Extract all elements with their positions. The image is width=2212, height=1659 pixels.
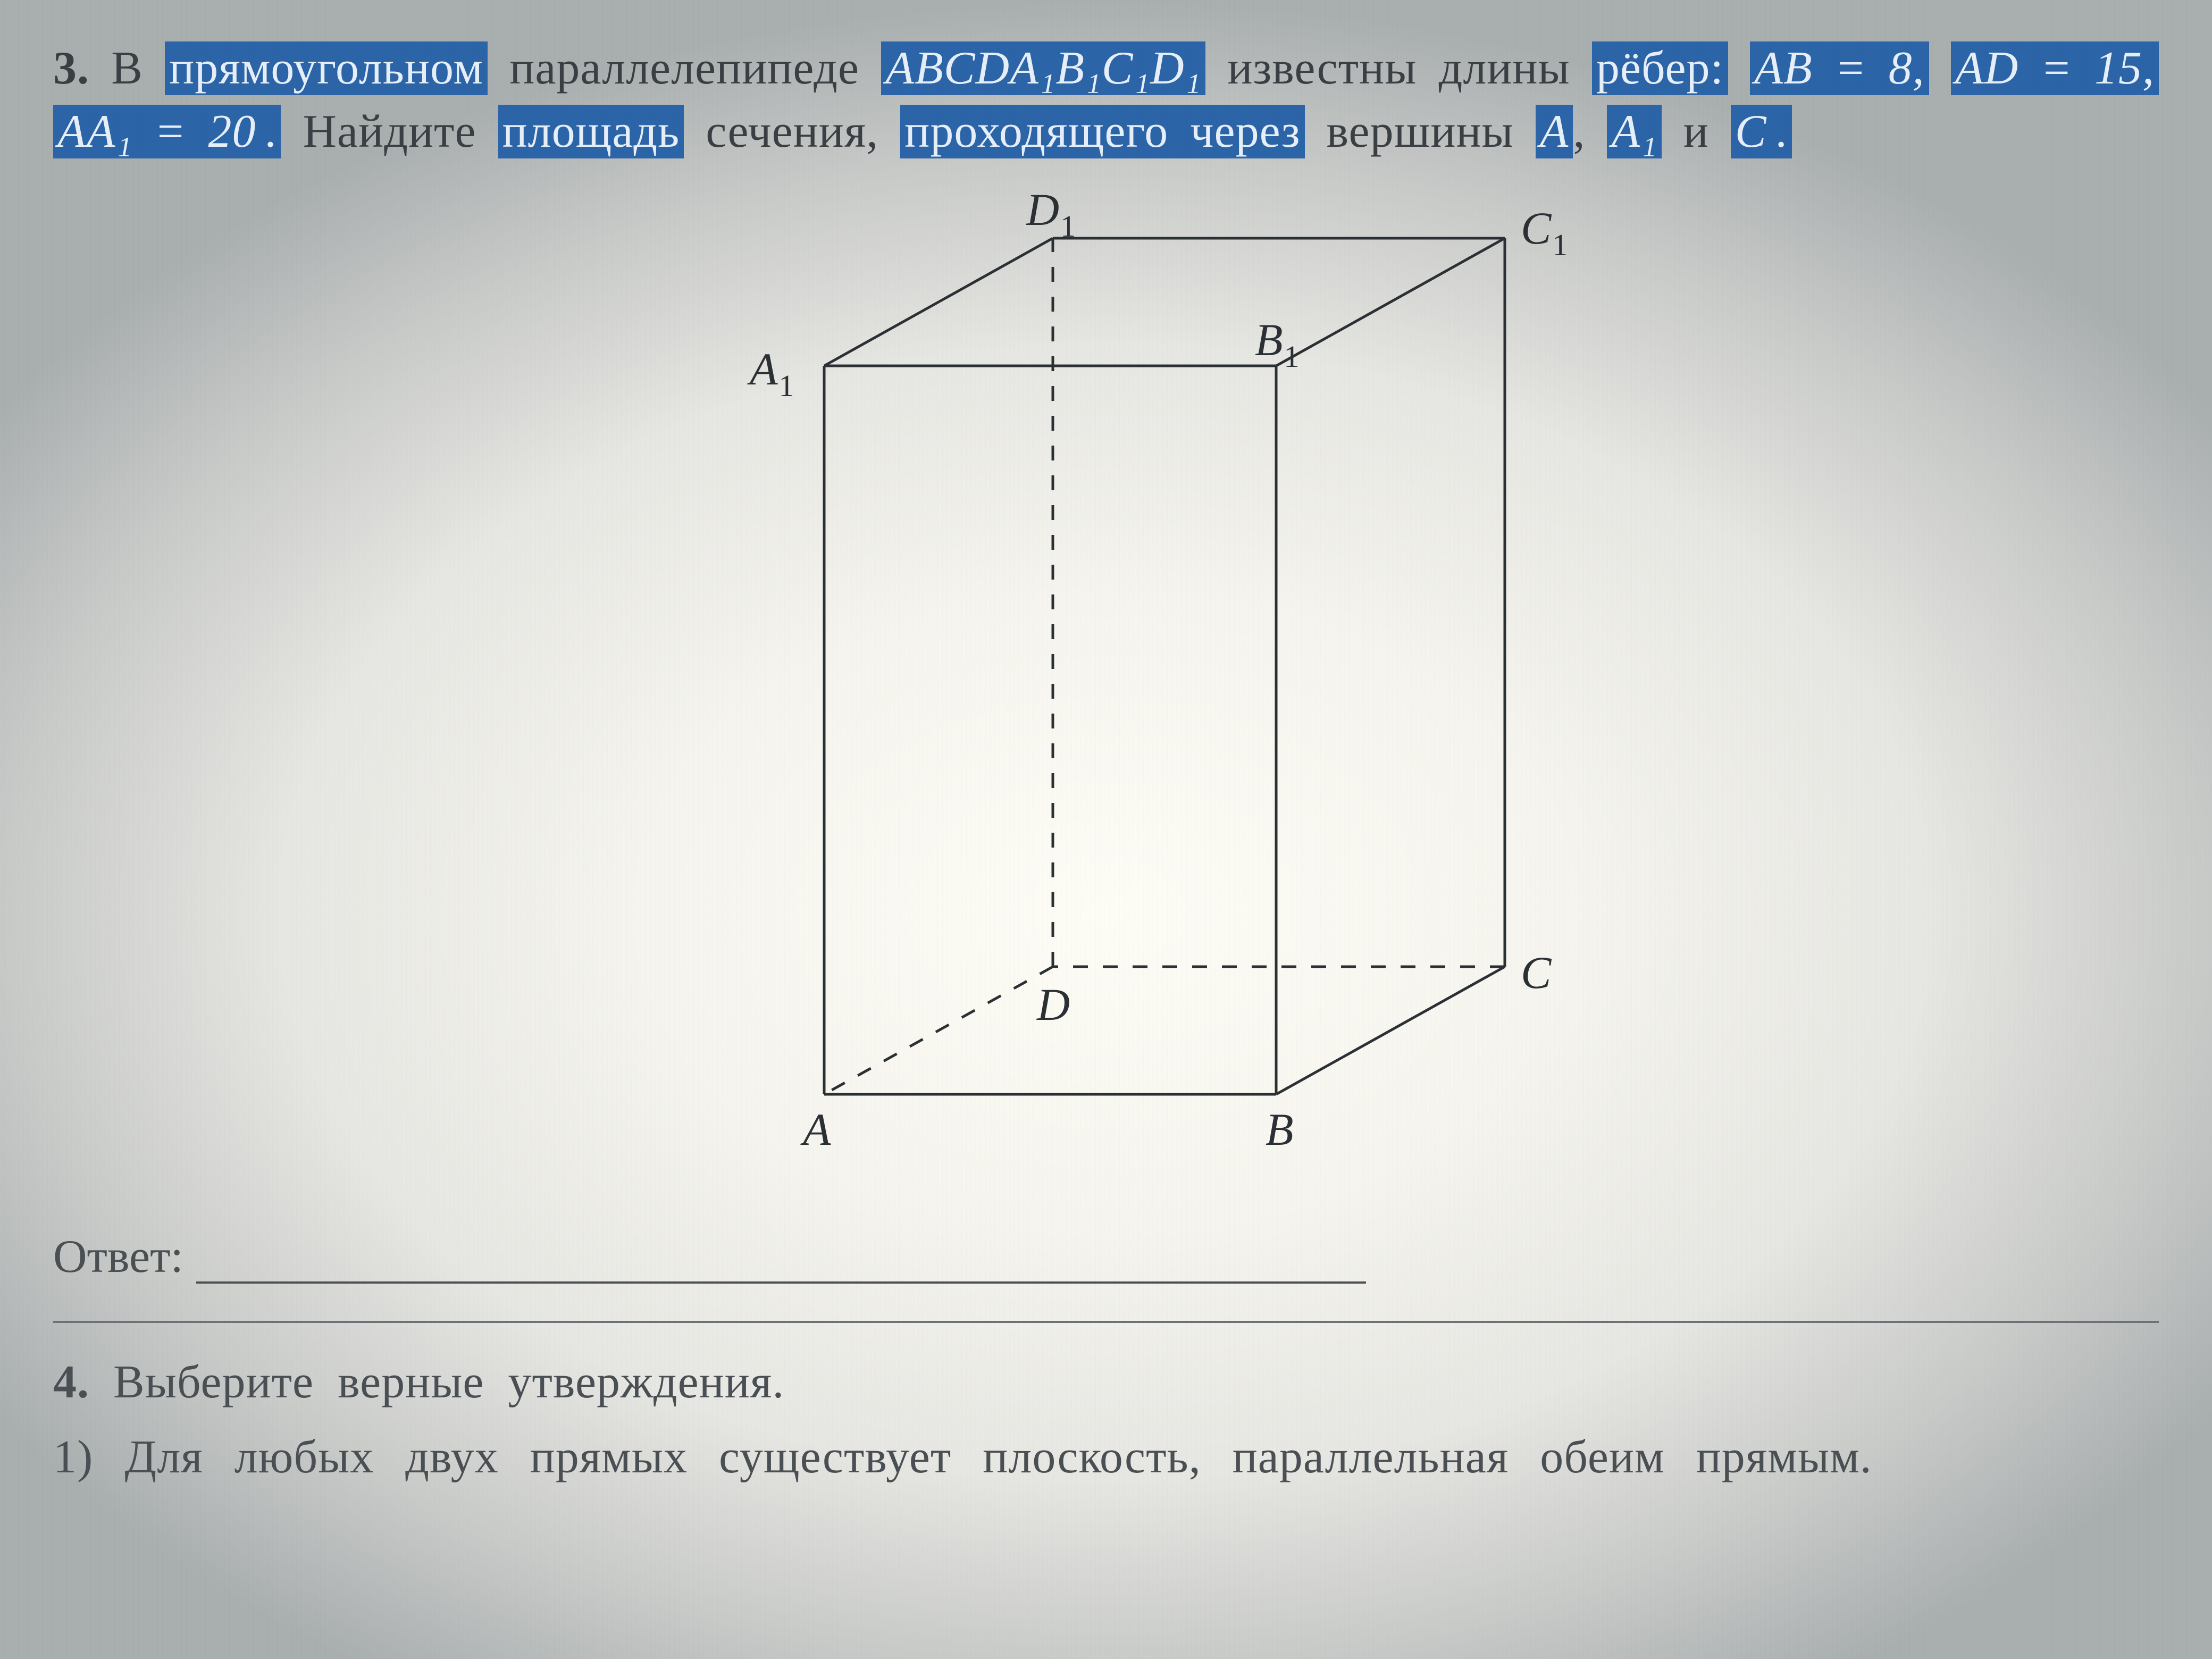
vertex-label-B1: B1: [1255, 314, 1300, 374]
highlighted-math: AB = 8,: [1750, 41, 1929, 95]
vertex-label-C1: C1: [1521, 203, 1568, 262]
edge-B-C: [1276, 967, 1505, 1094]
highlighted-text: рёбер:: [1592, 41, 1728, 95]
diagram-container: A B C D A1 B1 C1 D1: [53, 180, 2159, 1193]
section-divider: [53, 1321, 2159, 1323]
problem-4-heading: 4. Выберите верные утверждения.: [53, 1350, 2159, 1415]
edge-D-A: [824, 967, 1053, 1094]
highlighted-math: C: [1731, 105, 1771, 158]
answer-blank-line[interactable]: [196, 1232, 1366, 1283]
problem-3-number: 3.: [53, 43, 89, 94]
vertex-label-A: A: [800, 1104, 831, 1155]
problem-4-option-1: 1) Для любых двух прямых существует плос…: [53, 1425, 2159, 1490]
answer-label: Ответ:: [53, 1230, 183, 1284]
vertex-label-A1: A1: [747, 343, 794, 403]
vertex-label-B: B: [1266, 1104, 1294, 1155]
highlighted-math: A: [1536, 105, 1573, 158]
highlighted-text: прямоугольном: [165, 41, 488, 95]
problem-3-text: 3. В прямоугольном параллелепипеде ABCDA…: [53, 37, 2159, 164]
parallelepiped-diagram: A B C D A1 B1 C1 D1: [521, 180, 1691, 1190]
highlighted-text: площадь: [498, 105, 684, 158]
highlighted-math: ABCDA₁B₁C₁D₁: [881, 41, 1205, 95]
highlighted-math: AD = 15,: [1951, 41, 2159, 95]
highlighted-math: A₁: [1607, 105, 1661, 158]
edge-D1-A1: [824, 238, 1053, 366]
worksheet-page: 3. В прямоугольном параллелепипеде ABCDA…: [21, 16, 2191, 1643]
vertex-label-D1: D1: [1026, 184, 1076, 244]
vertex-label-C: C: [1521, 947, 1552, 998]
vertex-label-D: D: [1036, 979, 1070, 1030]
edge-B1-C1: [1276, 238, 1505, 366]
problem-4-number: 4.: [53, 1356, 89, 1408]
answer-row: Ответ:: [53, 1230, 2159, 1284]
highlighted-text: проходящего через: [900, 105, 1304, 158]
problem-4-block: 4. Выберите верные утверждения. 1) Для л…: [53, 1350, 2159, 1490]
highlighted-math: AA₁ = 20: [53, 105, 260, 158]
option-number: 1): [53, 1431, 93, 1483]
